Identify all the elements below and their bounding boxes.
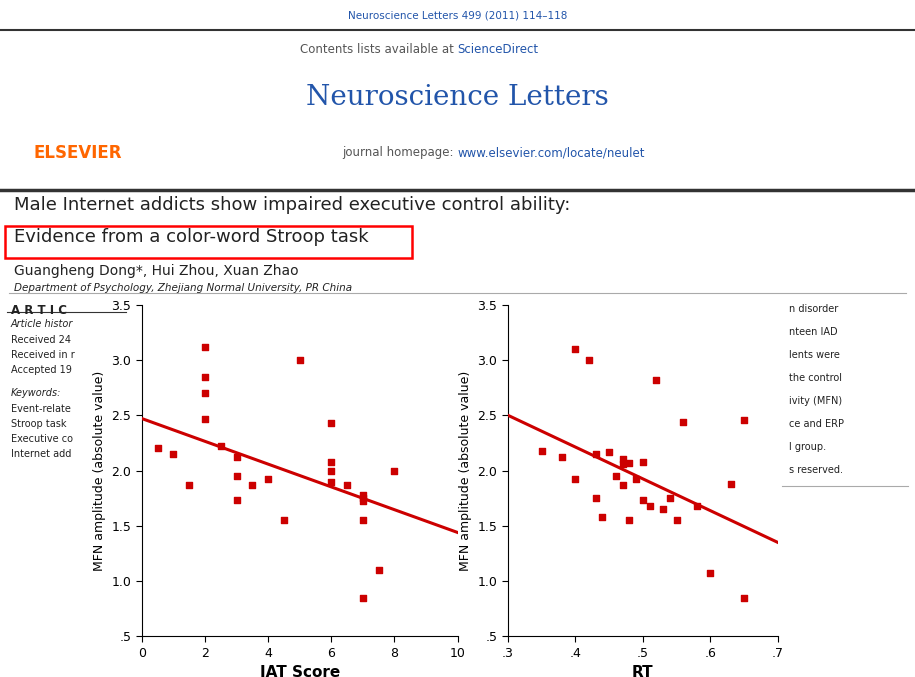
Text: ScienceDirect: ScienceDirect (458, 43, 539, 56)
Point (608, 471, 623, 481)
Point (166, 448, 180, 459)
Point (662, 493, 677, 504)
Text: l group.: l group. (789, 442, 826, 452)
Point (636, 456, 651, 467)
Point (554, 452, 569, 462)
Point (615, 479, 630, 490)
Point (355, 489, 370, 500)
Point (324, 476, 339, 487)
Text: nteen IAD: nteen IAD (789, 327, 837, 337)
Point (355, 592, 370, 603)
Point (387, 465, 402, 476)
Point (588, 493, 603, 504)
Point (324, 456, 339, 467)
Point (293, 355, 307, 366)
Point (324, 418, 339, 429)
Point (150, 443, 165, 454)
Text: Contents lists available at: Contents lists available at (300, 43, 458, 56)
Text: n disorder: n disorder (789, 304, 838, 314)
Point (339, 479, 354, 490)
Point (245, 479, 260, 490)
Text: Internet add: Internet add (11, 450, 71, 460)
Point (703, 568, 717, 579)
Point (534, 445, 549, 456)
Point (582, 355, 597, 366)
Text: Keywords:: Keywords: (11, 388, 61, 398)
Text: journal homepage:: journal homepage: (342, 146, 458, 160)
Point (229, 471, 243, 481)
Point (568, 474, 583, 485)
X-axis label: IAT Score: IAT Score (260, 665, 339, 677)
Point (198, 341, 212, 352)
Point (615, 454, 630, 465)
Text: Executive co: Executive co (11, 434, 72, 444)
Text: lents were: lents were (789, 350, 840, 360)
Point (198, 413, 212, 424)
Y-axis label: MFN amplitude (absolute value): MFN amplitude (absolute value) (93, 370, 106, 571)
Point (198, 388, 212, 399)
Point (355, 515, 370, 525)
Text: Neuroscience Letters 499 (2011) 114–118: Neuroscience Letters 499 (2011) 114–118 (348, 10, 567, 20)
Text: Received 24: Received 24 (11, 334, 70, 345)
Y-axis label: MFN amplitude (absolute value): MFN amplitude (absolute value) (459, 370, 472, 571)
Point (622, 515, 637, 525)
Point (676, 416, 691, 427)
Text: ELSEVIER: ELSEVIER (34, 144, 122, 162)
X-axis label: RT: RT (632, 665, 653, 677)
Text: Male Internet addicts show impaired executive control ability:: Male Internet addicts show impaired exec… (14, 196, 570, 215)
Point (656, 504, 671, 515)
Point (669, 515, 684, 525)
Text: Accepted 19: Accepted 19 (11, 366, 71, 375)
Point (229, 452, 243, 462)
Point (182, 479, 197, 490)
Point (276, 515, 291, 525)
Text: Stroop task: Stroop task (11, 419, 66, 429)
Point (737, 414, 751, 425)
Text: Received in r: Received in r (11, 350, 74, 360)
Text: ivity (MFN): ivity (MFN) (789, 396, 842, 406)
Point (355, 496, 370, 507)
Text: www.elsevier.com/locate/neulet: www.elsevier.com/locate/neulet (458, 146, 645, 160)
Point (602, 446, 617, 457)
Point (622, 458, 637, 468)
Text: Department of Psychology, Zhejiang Normal University, PR China: Department of Psychology, Zhejiang Norma… (14, 283, 352, 293)
Point (636, 495, 651, 506)
Point (629, 474, 643, 485)
Point (371, 565, 386, 575)
Point (198, 371, 212, 382)
Point (324, 465, 339, 476)
Point (229, 495, 243, 506)
Point (588, 448, 603, 459)
Point (642, 500, 657, 511)
Point (568, 343, 583, 354)
Point (737, 592, 751, 603)
Text: s reserved.: s reserved. (789, 464, 843, 475)
Text: Neuroscience Letters: Neuroscience Letters (307, 84, 608, 111)
Point (595, 512, 609, 523)
Text: Guangheng Dong*, Hui Zhou, Xuan Zhao: Guangheng Dong*, Hui Zhou, Xuan Zhao (14, 265, 298, 278)
Point (649, 374, 663, 385)
Point (690, 500, 705, 511)
Text: Article histor: Article histor (11, 320, 73, 329)
Point (723, 479, 737, 489)
Text: ce and ERP: ce and ERP (789, 419, 844, 429)
Text: Evidence from a color-word Stroop task: Evidence from a color-word Stroop task (14, 227, 369, 246)
Text: the control: the control (789, 373, 842, 383)
Point (355, 493, 370, 504)
Text: Event-relate: Event-relate (11, 403, 70, 414)
Point (213, 441, 228, 452)
Text: A R T I C: A R T I C (11, 304, 67, 317)
Point (261, 474, 275, 485)
Point (615, 458, 630, 469)
